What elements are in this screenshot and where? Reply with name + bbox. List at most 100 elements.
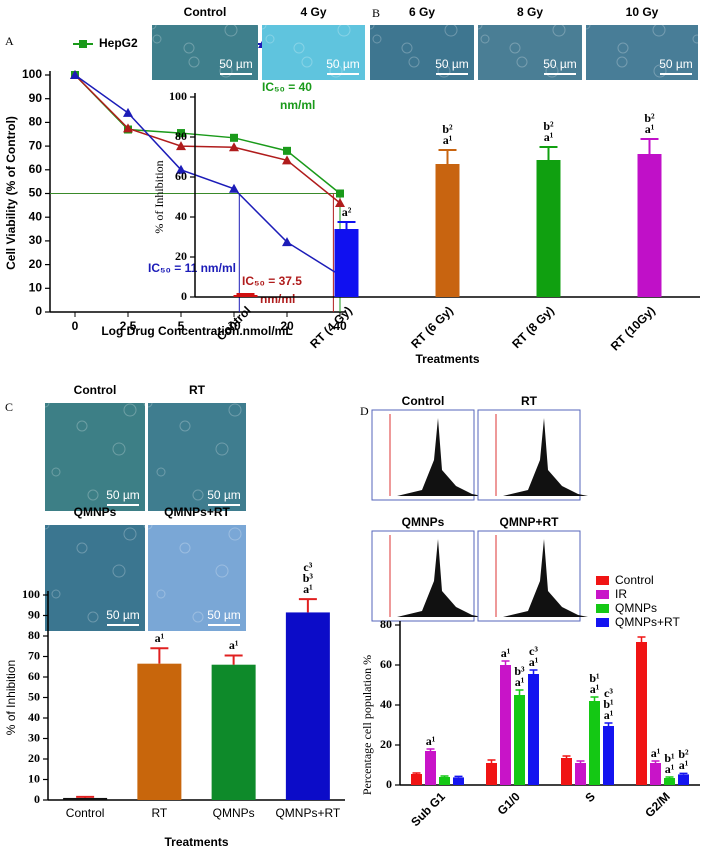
- micrograph: [152, 25, 258, 80]
- bar: [411, 774, 422, 785]
- cell-texture: [265, 34, 275, 44]
- y-tick-label: 10: [28, 771, 40, 785]
- series-line: [74, 74, 341, 276]
- significance-letter: a¹: [544, 130, 554, 144]
- marker: [123, 123, 133, 133]
- image-label: QMNPs+RT: [164, 505, 230, 519]
- cell-texture: [123, 403, 137, 417]
- marker: [283, 146, 291, 155]
- panel-letter: A: [5, 34, 14, 48]
- cell-texture: [192, 611, 204, 623]
- y-tick-label: 20: [28, 751, 40, 765]
- scale-label: 50 µm: [106, 488, 140, 502]
- cell-texture: [509, 42, 521, 54]
- error-bar: [236, 293, 255, 295]
- significance-letter: b¹: [589, 671, 600, 685]
- x-tick-label: S: [582, 789, 598, 805]
- panel-letter: C: [5, 400, 13, 414]
- y-axis-title: % of Inhibition: [4, 660, 18, 735]
- cell-texture: [301, 56, 313, 68]
- significance-letter: a¹: [651, 746, 661, 760]
- significance-letter: c³: [604, 686, 613, 700]
- y-tick-label: 40: [175, 209, 187, 223]
- histogram-plot: [477, 530, 581, 622]
- micrograph: [370, 25, 474, 80]
- error-bar: [679, 772, 688, 775]
- image-label: RT: [189, 383, 206, 397]
- cell-texture: [337, 23, 351, 37]
- x-tick-label: 10: [227, 319, 241, 333]
- cell-texture: [552, 23, 566, 37]
- marker: [177, 129, 185, 138]
- marker: [336, 189, 344, 198]
- bar: [211, 664, 256, 800]
- image-label: Control: [74, 383, 117, 397]
- significance-letter: a¹: [679, 758, 689, 772]
- micrograph: [478, 25, 582, 80]
- error-bar: [665, 776, 674, 778]
- y-tick-label: 60: [28, 669, 40, 683]
- y-tick-label: 100: [22, 587, 40, 601]
- micrograph: [586, 25, 698, 80]
- image-label: QMNP+RT: [499, 515, 559, 529]
- bar: [664, 778, 675, 785]
- cell-texture: [224, 23, 238, 37]
- cell-texture: [147, 20, 157, 30]
- cell-texture: [179, 542, 191, 554]
- significance-letter: b²: [644, 111, 655, 125]
- panel-letter: B: [372, 6, 380, 20]
- image-label: Control: [184, 5, 227, 19]
- micrograph: [148, 403, 246, 511]
- error-bar: [337, 221, 356, 229]
- error-bar: [604, 722, 613, 726]
- significance-letter: b²: [543, 119, 554, 133]
- cell-texture: [40, 398, 50, 408]
- x-tick-label: RT (10Gy): [608, 303, 658, 353]
- significance-letter: a¹: [155, 631, 165, 645]
- cell-texture: [617, 42, 629, 54]
- significance-letter: c³: [529, 644, 538, 658]
- y-tick-label: 70: [29, 138, 43, 152]
- cell-texture: [156, 589, 166, 599]
- micrograph: [45, 403, 145, 511]
- significance-letter: a¹: [303, 582, 313, 596]
- histogram-plot: [371, 530, 475, 622]
- error-bar: [76, 795, 95, 798]
- bar: [453, 777, 464, 785]
- significance-letter: b¹: [603, 697, 614, 711]
- x-tick-label: QMNPs+RT: [275, 806, 340, 820]
- cell-texture: [40, 520, 50, 530]
- cell-histogram: [503, 418, 588, 496]
- y-tick-label: 20: [380, 737, 392, 751]
- y-tick-label: 100: [22, 67, 42, 81]
- error-bar: [440, 775, 449, 777]
- bar: [575, 763, 586, 785]
- bar: [334, 229, 359, 297]
- bar: [561, 758, 572, 785]
- x-axis-title: Log Drug Concentration.nmol/mL: [101, 324, 292, 338]
- cell-texture: [87, 611, 99, 623]
- y-tick-label: 60: [380, 657, 392, 671]
- legend-label: HepG2: [99, 36, 138, 50]
- significance-letter: b³: [514, 664, 525, 678]
- bar: [514, 695, 525, 785]
- significance-letter: a¹: [515, 675, 525, 689]
- micrograph: [45, 525, 145, 631]
- cell-texture: [112, 564, 126, 578]
- y-tick-label: 40: [29, 209, 43, 223]
- cell-texture: [365, 20, 375, 30]
- error-bar: [590, 696, 599, 701]
- y-tick-label: 80: [380, 617, 392, 631]
- ic50-label: IC₅₀ = 37.5: [242, 274, 302, 288]
- y-tick-label: 100: [169, 89, 187, 103]
- cell-texture: [215, 442, 229, 456]
- x-tick-label: G1/0: [495, 789, 524, 818]
- y-tick-label: 40: [380, 697, 392, 711]
- y-tick-label: 50: [29, 186, 43, 200]
- cell-texture: [112, 442, 126, 456]
- bar: [500, 665, 511, 785]
- marker: [70, 70, 80, 79]
- cell-texture: [219, 64, 233, 78]
- cell-texture: [581, 20, 591, 30]
